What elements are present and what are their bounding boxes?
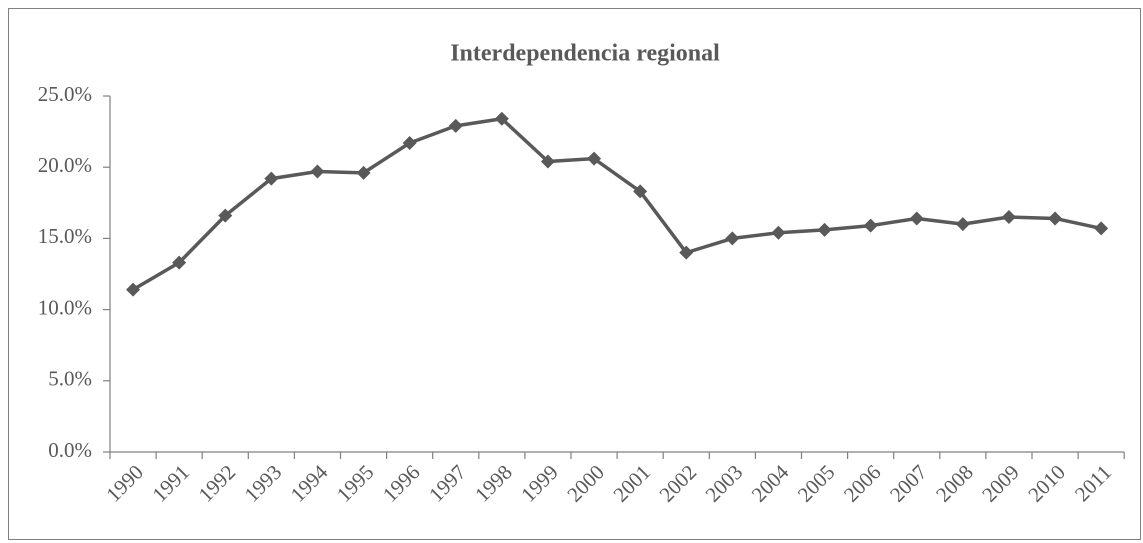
marker [356,165,371,180]
y-tick-label: 20.0% [38,153,92,177]
marker [817,222,832,237]
chart-border [8,8,1141,540]
line [132,117,1102,292]
marker [771,225,786,240]
y-tick-label: 0.0% [48,438,92,462]
marker [1048,211,1063,226]
marker [725,231,740,246]
marker [863,218,878,233]
marker [172,255,187,270]
marker [1094,221,1109,236]
marker [1001,210,1016,225]
y-tick-label: 10.0% [38,295,92,319]
marker [955,217,970,232]
marker [448,118,463,133]
marker [494,111,509,126]
marker [633,184,648,199]
marker [679,245,694,260]
marker [126,282,141,297]
marker [587,151,602,166]
y-tick-label: 5.0% [48,367,92,391]
y-tick-label: 15.0% [38,224,92,248]
marker [310,164,325,179]
marker [218,208,233,223]
marker [909,211,924,226]
chart-title: Interdependencia regional [450,41,720,67]
marker [540,154,555,169]
marker [402,135,417,150]
y-tick-label: 25.0% [38,82,92,106]
marker [264,171,279,186]
